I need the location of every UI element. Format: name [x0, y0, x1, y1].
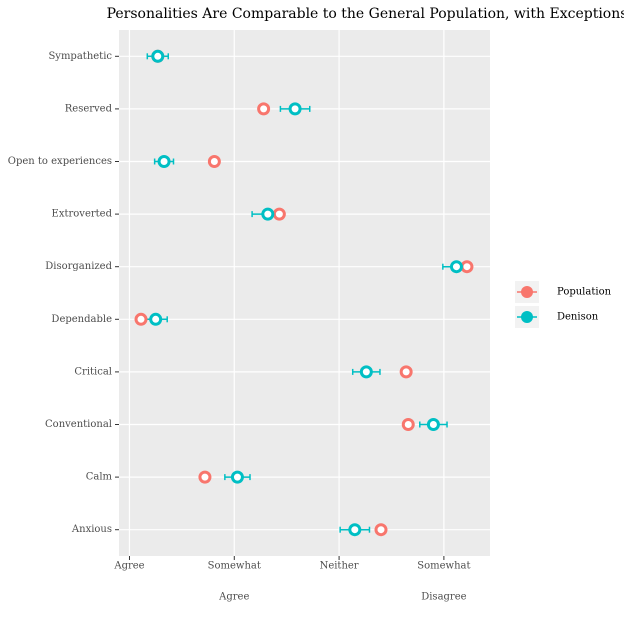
panel — [119, 30, 490, 556]
point — [151, 49, 165, 63]
legend-label: Population — [557, 287, 612, 298]
point — [401, 418, 415, 431]
legend-swatch — [521, 286, 533, 298]
point — [157, 155, 171, 168]
x-tick-label: Neither — [320, 561, 359, 572]
y-tick-label: Open to experiences — [8, 156, 112, 167]
point — [426, 418, 440, 431]
point — [374, 523, 388, 537]
point — [359, 365, 373, 379]
point — [257, 102, 271, 116]
point — [288, 102, 302, 116]
point — [272, 207, 286, 221]
point — [230, 470, 244, 484]
point — [449, 260, 463, 274]
x-tick-sublabel: Agree — [218, 592, 249, 603]
y-tick-label: Anxious — [71, 524, 112, 535]
y-tick-label: Reserved — [65, 103, 113, 114]
y-tick-label: Dependable — [51, 314, 112, 325]
y-tick-label: Calm — [86, 472, 113, 483]
x-tick-sublabel: Disagree — [421, 592, 466, 603]
point — [399, 365, 413, 379]
y-tick-label: Extroverted — [52, 209, 113, 220]
x-tick-label: Agree — [113, 561, 144, 572]
point — [460, 260, 474, 274]
legend-swatch — [521, 311, 533, 323]
point — [207, 155, 221, 168]
point — [261, 207, 275, 221]
y-tick-label: Conventional — [45, 419, 112, 430]
point — [348, 523, 362, 537]
legend-label: Denison — [557, 312, 599, 323]
y-tick-label: Sympathetic — [48, 51, 112, 62]
x-tick-label: Somewhat — [417, 561, 470, 572]
point — [198, 470, 212, 484]
point — [149, 312, 163, 326]
x-tick-label: Somewhat — [208, 561, 261, 572]
y-tick-label: Critical — [74, 366, 112, 377]
point — [134, 312, 148, 326]
y-tick-label: Disorganized — [45, 261, 112, 272]
chart-title: Personalities Are Comparable to the Gene… — [107, 6, 624, 22]
